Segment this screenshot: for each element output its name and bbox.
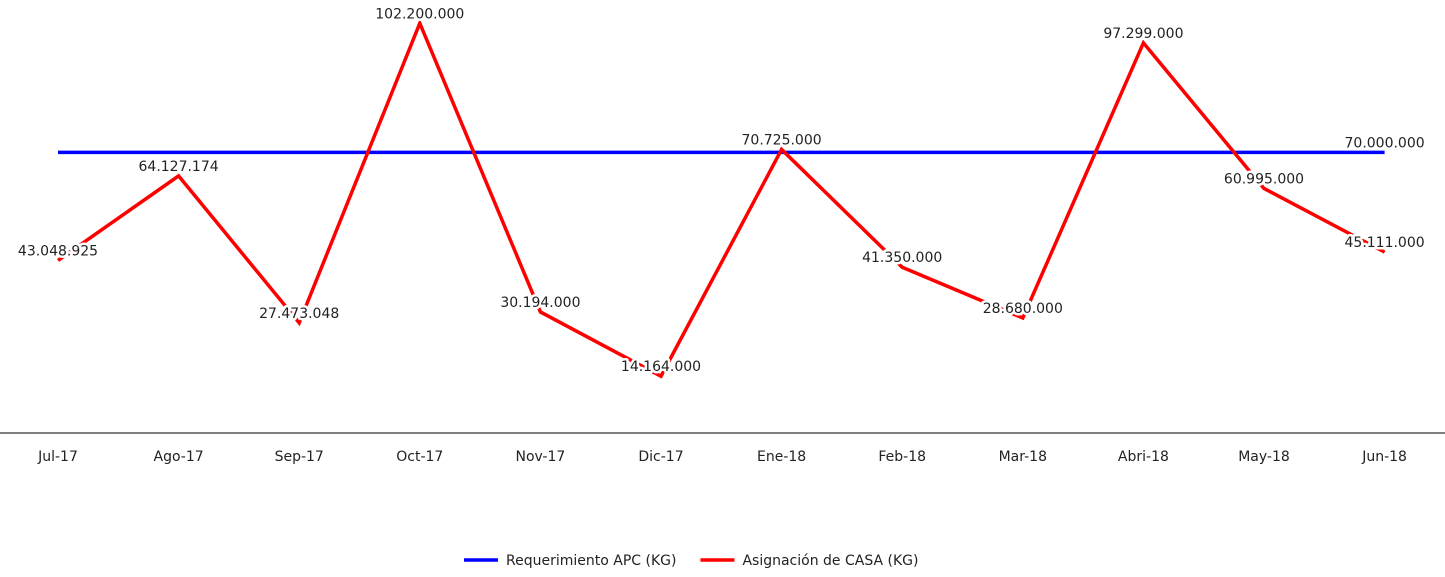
data-label: 30.194.000 <box>500 295 580 311</box>
data-label: 45.111.000 <box>1345 235 1425 251</box>
x-tick-label: Oct-17 <box>396 449 443 465</box>
legend: Requerimiento APC (KG) Asignación de CASA… <box>464 553 918 569</box>
data-label: 41.350.000 <box>862 250 942 266</box>
data-label: 27.473.048 <box>259 306 339 322</box>
x-tick-label: Dic-17 <box>638 449 683 465</box>
x-tick-label: Abri-18 <box>1118 449 1169 465</box>
x-tick-label: Mar-18 <box>999 449 1047 465</box>
data-label: 14.164.000 <box>621 359 701 375</box>
x-tick-label: Jul-17 <box>37 449 78 465</box>
x-tick-label: Feb-18 <box>878 449 926 465</box>
data-label: 97.299.000 <box>1103 26 1183 42</box>
legend-label: Asignación de CASA (KG) <box>742 553 918 569</box>
data-label: 64.127.174 <box>139 159 219 175</box>
data-label: 60.995.000 <box>1224 171 1304 187</box>
legend-label: Requerimiento APC (KG) <box>506 553 676 569</box>
x-tick-label: Nov-17 <box>515 449 565 465</box>
data-label: 70.000.000 <box>1345 135 1425 151</box>
data-label: 102.200.000 <box>375 6 464 22</box>
x-tick-label: May-18 <box>1238 449 1290 465</box>
data-label: 43.048.925 <box>18 243 98 259</box>
data-label: 28.680.000 <box>983 301 1063 317</box>
x-tick-label: Ene-18 <box>757 449 806 465</box>
data-label: 70.725.000 <box>742 132 822 148</box>
series-line <box>56 18 1386 379</box>
x-tick-label: Sep-17 <box>275 449 324 465</box>
x-tick-label: Ago-17 <box>154 449 204 465</box>
x-tick-label: Jun-18 <box>1361 449 1407 465</box>
